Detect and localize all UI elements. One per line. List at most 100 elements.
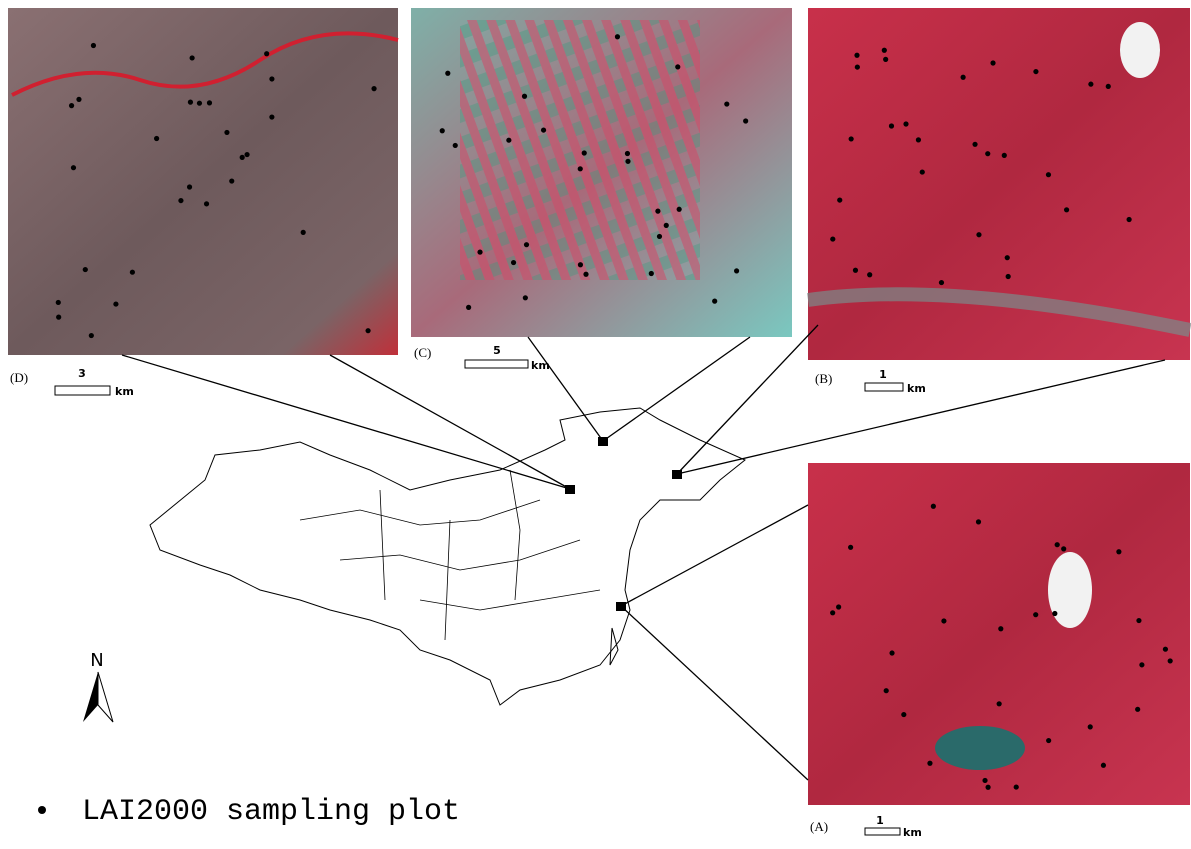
sampling-point bbox=[264, 51, 269, 56]
sampling-point bbox=[990, 60, 995, 65]
sampling-point bbox=[1088, 82, 1093, 87]
sampling-point bbox=[178, 198, 183, 203]
sampling-point bbox=[615, 34, 620, 39]
sampling-point bbox=[113, 301, 118, 306]
legend-symbol bbox=[38, 806, 46, 814]
sampling-point bbox=[1116, 549, 1121, 554]
sampling-point bbox=[204, 201, 209, 206]
sampling-point bbox=[197, 101, 202, 106]
sampling-point bbox=[901, 712, 906, 717]
figure: (D) 3 km (C) 5 km (B) 1 km (A) 1 km N LA… bbox=[0, 0, 1191, 849]
sampling-point bbox=[523, 295, 528, 300]
sampling-point bbox=[240, 155, 245, 160]
sampling-point bbox=[655, 209, 660, 214]
lake bbox=[935, 726, 1025, 770]
page: (D) 3 km (C) 5 km (B) 1 km (A) 1 km N LA… bbox=[0, 0, 1191, 849]
sampling-point bbox=[712, 299, 717, 304]
sampling-point bbox=[854, 53, 859, 58]
sampling-point bbox=[1135, 707, 1140, 712]
scale-unit: km bbox=[907, 382, 926, 395]
sampling-point bbox=[1136, 618, 1141, 623]
sampling-point bbox=[187, 184, 192, 189]
sampling-point bbox=[511, 260, 516, 265]
panel-label: (D) bbox=[10, 370, 28, 385]
north-label: N bbox=[90, 650, 103, 671]
sampling-point bbox=[931, 504, 936, 509]
sampling-point bbox=[976, 232, 981, 237]
sampling-point bbox=[524, 242, 529, 247]
cloud bbox=[1120, 22, 1160, 78]
province-borders bbox=[300, 470, 600, 640]
sampling-point bbox=[56, 300, 61, 305]
sampling-point bbox=[903, 121, 908, 126]
site-marker bbox=[672, 470, 682, 479]
sampling-point bbox=[889, 650, 894, 655]
sampling-point bbox=[83, 267, 88, 272]
sampling-point bbox=[625, 159, 630, 164]
sampling-point bbox=[578, 262, 583, 267]
sampling-point bbox=[269, 76, 274, 81]
cloud bbox=[1048, 552, 1092, 628]
sampling-point bbox=[920, 169, 925, 174]
sampling-point bbox=[927, 761, 932, 766]
sampling-point bbox=[229, 178, 234, 183]
sampling-point bbox=[541, 127, 546, 132]
sampling-point bbox=[453, 143, 458, 148]
sampling-point bbox=[56, 315, 61, 320]
sampling-point bbox=[916, 137, 921, 142]
sampling-point bbox=[1088, 724, 1093, 729]
sampling-point bbox=[830, 236, 835, 241]
sampling-point bbox=[855, 64, 860, 69]
sampling-point bbox=[190, 55, 195, 60]
sampling-point bbox=[365, 328, 370, 333]
sampling-point bbox=[961, 75, 966, 80]
scale-value: 1 bbox=[879, 368, 887, 381]
panel-label: (B) bbox=[815, 371, 832, 386]
scale-bar bbox=[465, 360, 528, 368]
sampling-point bbox=[972, 142, 977, 147]
sampling-point bbox=[853, 268, 858, 273]
sampling-point bbox=[69, 103, 74, 108]
sampling-point bbox=[1055, 542, 1060, 547]
scale-bar bbox=[865, 383, 903, 391]
sampling-point bbox=[1163, 647, 1168, 652]
sampling-point bbox=[1127, 217, 1132, 222]
sampling-point bbox=[578, 166, 583, 171]
sampling-point bbox=[445, 71, 450, 76]
sampling-point bbox=[849, 136, 854, 141]
sampling-point bbox=[244, 152, 249, 157]
sampling-point bbox=[998, 626, 1003, 631]
sampling-point bbox=[625, 151, 630, 156]
scale-value: 1 bbox=[876, 814, 884, 827]
sampling-point bbox=[724, 101, 729, 106]
sampling-point bbox=[837, 197, 842, 202]
panel-label: (C) bbox=[414, 345, 431, 360]
sampling-point bbox=[941, 618, 946, 623]
sampling-point bbox=[522, 94, 527, 99]
sampling-point bbox=[466, 305, 471, 310]
sampling-point bbox=[657, 234, 662, 239]
scale-value: 5 bbox=[493, 344, 501, 357]
taiwan bbox=[610, 628, 618, 665]
sampling-point bbox=[985, 785, 990, 790]
sampling-point bbox=[1014, 784, 1019, 789]
sampling-point bbox=[889, 123, 894, 128]
north-arrow bbox=[98, 672, 113, 722]
sampling-point bbox=[583, 272, 588, 277]
sampling-point bbox=[154, 136, 159, 141]
sampling-point bbox=[664, 223, 669, 228]
sampling-point bbox=[675, 64, 680, 69]
sampling-point bbox=[1168, 658, 1173, 663]
sampling-point bbox=[301, 230, 306, 235]
sampling-point bbox=[1064, 207, 1069, 212]
scale-value: 3 bbox=[78, 367, 86, 380]
sampling-point bbox=[997, 701, 1002, 706]
sampling-point bbox=[1139, 662, 1144, 667]
sampling-point bbox=[1005, 255, 1010, 260]
sampling-point bbox=[836, 604, 841, 609]
fields bbox=[460, 20, 700, 280]
sampling-point bbox=[91, 43, 96, 48]
sampling-point bbox=[884, 688, 889, 693]
scale-unit: km bbox=[903, 826, 922, 839]
scale-unit: km bbox=[115, 385, 134, 398]
